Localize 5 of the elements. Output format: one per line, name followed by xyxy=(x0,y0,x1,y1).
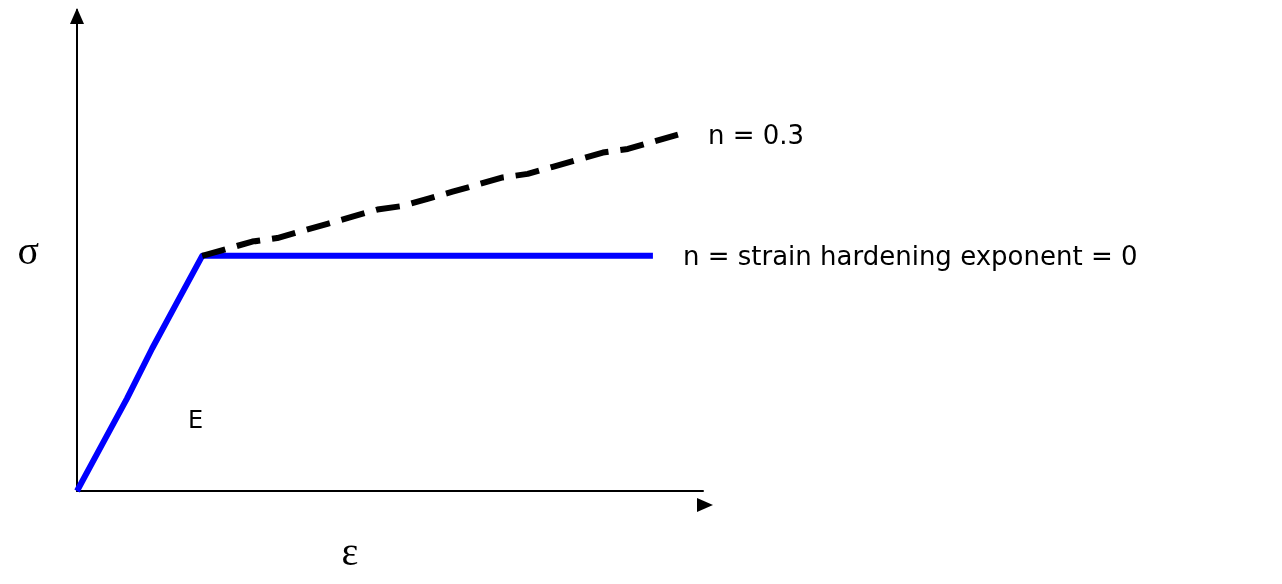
x-axis-title: ε xyxy=(341,528,359,574)
series-label: n = strain hardening exponent = 0 xyxy=(682,240,1138,271)
series-label: n = 0.3 xyxy=(707,119,805,150)
annotation: E xyxy=(188,406,204,434)
y-axis-title: σ xyxy=(17,228,39,273)
